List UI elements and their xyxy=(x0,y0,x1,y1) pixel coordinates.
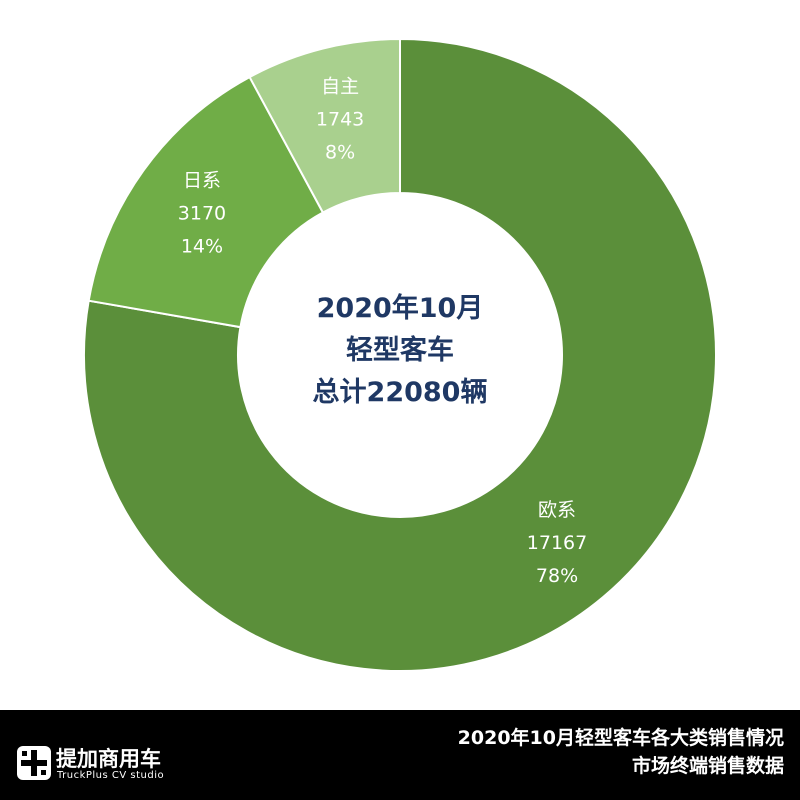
donut-slice-2 xyxy=(248,37,401,214)
logo-subtitle: TruckPlus CV studio xyxy=(57,770,165,781)
footer-bar xyxy=(0,710,800,800)
donut-slice-0 xyxy=(83,37,717,672)
slice-label-percent-0: 78% xyxy=(536,565,578,587)
center-line-1: 2020年10月 xyxy=(316,293,484,324)
slice-label-value-2: 1743 xyxy=(316,108,364,130)
center-line-3: 总计22080辆 xyxy=(312,377,488,408)
footer-title-line1: 2020年10月轻型客车各大类销售情况 xyxy=(457,727,784,749)
footer-title: 2020年10月轻型客车各大类销售情况 市场终端销售数据 xyxy=(458,724,784,780)
chart-center-label: 2020年10月 轻型客车 总计22080辆 xyxy=(250,288,550,414)
slice-label-name-0: 欧系 xyxy=(538,499,576,521)
logo-name: 提加商用车 xyxy=(56,747,161,771)
slice-label-percent-2: 8% xyxy=(325,141,355,163)
slice-label-value-0: 17167 xyxy=(527,532,587,554)
donut-chart-svg: 欧系 17167 78% 日系 3170 14% 自主 1743 8% xyxy=(83,37,717,672)
footer-title-line2: 市场终端销售数据 xyxy=(631,755,784,777)
center-line-2: 轻型客车 xyxy=(346,335,454,366)
slice-label-percent-1: 14% xyxy=(181,235,223,257)
slice-label-value-1: 3170 xyxy=(178,202,226,224)
slice-label-name-1: 日系 xyxy=(183,169,221,191)
donut-chart: 欧系 17167 78% 日系 3170 14% 自主 1743 8% xyxy=(83,37,717,672)
slice-label-name-2: 自主 xyxy=(321,75,359,97)
truckplus-logo-icon xyxy=(17,746,51,780)
donut-slice-1 xyxy=(87,75,325,329)
